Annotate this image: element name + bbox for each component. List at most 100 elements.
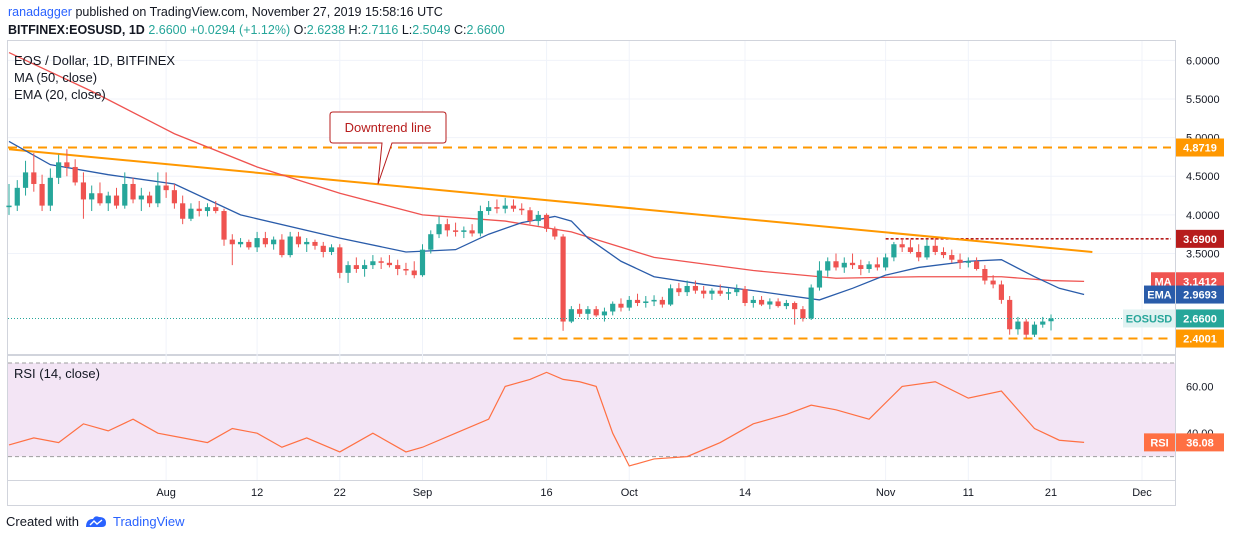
candle-body: [519, 208, 525, 211]
candle: [924, 239, 930, 260]
candle: [320, 241, 326, 258]
candle: [56, 154, 62, 184]
ma-legend: MA (50, close): [14, 70, 97, 85]
close-value: 2.6600: [466, 23, 505, 37]
candle: [14, 180, 20, 212]
candle-body: [56, 162, 62, 178]
ema-legend: EMA (20, close): [14, 87, 106, 102]
candle-body: [254, 238, 260, 248]
candle: [543, 213, 550, 232]
candle-body: [692, 285, 699, 291]
candle-body: [560, 236, 566, 322]
candle: [758, 296, 765, 307]
candle: [825, 257, 831, 277]
candle: [64, 149, 70, 177]
created-with: Created with: [6, 514, 79, 529]
candle-body: [585, 309, 591, 314]
candle-body: [130, 183, 136, 200]
candle-body: [709, 290, 715, 294]
chart-title: EOS / Dollar, 1D, BITFINEX: [14, 53, 175, 68]
candle-body: [370, 261, 376, 266]
candle-body: [80, 182, 87, 200]
candle: [833, 253, 839, 271]
candle: [725, 288, 732, 300]
candle-body: [378, 261, 384, 263]
candle-body: [899, 244, 905, 248]
candle: [1040, 316, 1046, 328]
publish-line: ranadagger published on TradingView.com,…: [8, 5, 443, 19]
candle-body: [14, 187, 20, 206]
rsi-axis-ticks: 60.0040.00: [1186, 381, 1214, 440]
callout-box: [329, 111, 447, 185]
candle-body: [626, 299, 632, 308]
candle: [527, 207, 533, 225]
time-tick-label: 16: [540, 487, 552, 499]
rsi-band-lines: [8, 362, 1175, 458]
candle: [477, 205, 483, 237]
candle-body: [668, 288, 674, 305]
candle: [643, 296, 649, 308]
candle-body: [138, 195, 144, 200]
candle: [452, 222, 459, 237]
horizontal-levels: [8, 146, 1171, 340]
candle: [742, 285, 748, 307]
candle: [957, 253, 963, 269]
candle-body: [444, 224, 450, 231]
candle: [146, 191, 153, 208]
candle: [163, 172, 169, 198]
author-name[interactable]: ranadagger: [8, 5, 72, 19]
time-tick-label: 22: [334, 487, 346, 499]
candle-body: [477, 211, 483, 234]
candle: [676, 282, 682, 297]
candle-body: [1040, 321, 1046, 325]
candle-body: [568, 309, 574, 322]
price-tick-label: 6.0000: [1186, 55, 1220, 67]
candle: [552, 226, 558, 240]
candle-body: [717, 290, 723, 294]
level-tag-bg: [1176, 229, 1224, 248]
candle: [22, 160, 29, 196]
candle-body: [171, 190, 177, 204]
candle: [560, 234, 566, 331]
candle-body: [543, 214, 550, 229]
candle: [891, 241, 897, 262]
candle: [692, 280, 699, 294]
candle: [395, 259, 401, 276]
candle: [444, 218, 450, 237]
rsi-tag-name-bg: [1144, 433, 1175, 452]
open-value: 2.6238: [306, 23, 346, 37]
candle: [510, 199, 517, 212]
candle-body: [337, 247, 343, 273]
candle: [295, 231, 302, 248]
symbol-tag-name: EOSUSD: [1126, 313, 1173, 325]
downtrend-line[interactable]: [8, 148, 1093, 253]
level-tag: 2.4001: [1176, 329, 1224, 348]
candle: [940, 247, 947, 259]
candle: [486, 200, 492, 215]
candle-body: [783, 302, 789, 307]
price-tick-label: 4.0000: [1186, 210, 1220, 222]
candle-body: [651, 299, 657, 302]
candle: [998, 280, 1004, 304]
candle: [717, 284, 723, 297]
candle-body: [833, 261, 839, 268]
candle-body: [204, 207, 211, 212]
candle-body: [701, 290, 707, 294]
tradingview-brand[interactable]: TradingView: [112, 514, 185, 529]
rsi-tag: RSI 36.08: [1144, 433, 1224, 452]
candle-body: [295, 236, 302, 245]
candle: [585, 306, 591, 320]
symbol-tag-name-bg: [1123, 309, 1175, 328]
candle-body: [1048, 318, 1054, 322]
downtrend-callout[interactable]: Downtrend line: [329, 111, 447, 185]
symbol-line: BITFINEX:EOSUSD, 1D 2.6600 +0.0294 (+1.1…: [8, 23, 505, 37]
candle-body: [659, 299, 665, 305]
candle-body: [916, 251, 922, 258]
candle-body: [494, 207, 500, 209]
footer: Created with TradingView: [6, 514, 185, 529]
candle-body: [510, 205, 517, 209]
price-tick-label: 3.5000: [1186, 249, 1220, 261]
candle-body: [47, 177, 53, 206]
